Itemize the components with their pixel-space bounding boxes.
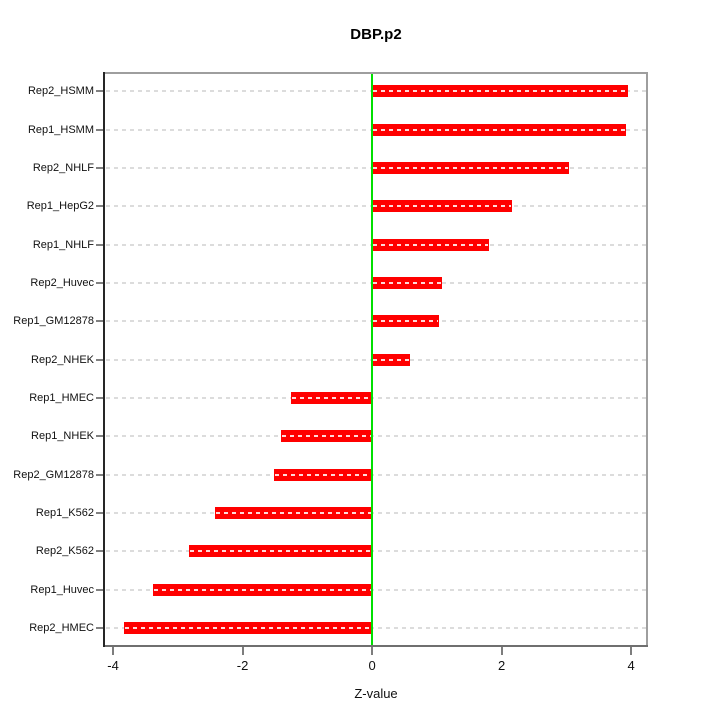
zero-reference-line: [371, 72, 374, 647]
bar-Rep2_K562: [188, 545, 373, 558]
bar-Rep1_NHLF: [372, 238, 490, 251]
category-label: Rep1_NHEK: [31, 430, 94, 443]
category-label: Rep2_Huvec: [30, 276, 94, 289]
bar-Rep1_GM12878: [372, 315, 439, 328]
category-label: Rep2_HSMM: [27, 85, 94, 98]
x-tick-label: 4: [627, 658, 635, 673]
y-tick: [96, 473, 103, 476]
category-label: Rep1_K562: [35, 506, 94, 519]
category-label: Rep2_GM12878: [13, 468, 94, 481]
plot-area: [103, 72, 648, 647]
x-tick: [630, 647, 633, 655]
y-tick: [96, 243, 103, 246]
y-tick: [96, 90, 103, 93]
y-tick: [96, 550, 103, 553]
y-tick: [96, 128, 103, 131]
x-axis-title: Z-value: [354, 686, 398, 701]
x-tick: [371, 647, 374, 655]
plot-border-right: [646, 72, 648, 647]
y-tick: [96, 166, 103, 169]
category-label: Rep1_GM12878: [13, 315, 94, 328]
x-tick-label: -2: [236, 658, 249, 673]
category-gridline: [106, 435, 646, 438]
bar-Rep2_HSMM: [372, 85, 628, 98]
category-label: Rep1_HSMM: [27, 123, 94, 136]
category-label: Rep1_HepG2: [26, 200, 94, 213]
y-tick: [96, 511, 103, 514]
bar-Rep1_Huvec: [152, 583, 373, 596]
category-label: Rep2_K562: [35, 545, 94, 558]
y-tick: [96, 435, 103, 438]
y-tick: [96, 588, 103, 591]
category-label: Rep2_NHEK: [31, 353, 94, 366]
plot-border-bottom: [103, 645, 648, 647]
category-label: Rep1_NHLF: [32, 238, 94, 251]
x-tick-label: -4: [107, 658, 119, 673]
x-tick: [500, 647, 503, 655]
category-gridline: [106, 550, 646, 553]
category-label: Rep2_HMEC: [29, 621, 94, 634]
bar-Rep1_HepG2: [372, 200, 512, 213]
bar-Rep1_HSMM: [372, 123, 626, 136]
bar-Rep2_HMEC: [124, 621, 373, 634]
category-gridline: [106, 473, 646, 476]
category-label: Rep2_NHLF: [32, 161, 94, 174]
category-gridline: [106, 626, 646, 629]
y-tick: [96, 320, 103, 323]
category-label: Rep1_HMEC: [29, 391, 94, 404]
category-gridline: [106, 588, 646, 591]
category-label: Rep1_Huvec: [30, 583, 94, 596]
bar-Rep2_Huvec: [372, 276, 443, 289]
bar-Rep1_NHEK: [281, 430, 373, 443]
plot-border-top: [104, 72, 648, 74]
chart-title: DBP.p2: [350, 26, 402, 43]
bar-Rep2_GM12878: [273, 468, 373, 481]
bar-Rep1_HMEC: [291, 391, 373, 404]
y-tick: [96, 626, 103, 629]
x-tick: [112, 647, 115, 655]
y-tick: [96, 281, 103, 284]
x-tick: [241, 647, 244, 655]
y-tick: [96, 396, 103, 399]
y-tick: [96, 358, 103, 361]
bar-Rep1_K562: [214, 506, 373, 519]
category-gridline: [106, 396, 646, 399]
y-tick: [96, 205, 103, 208]
bar-Rep2_NHEK: [372, 353, 410, 366]
bar-Rep2_NHLF: [372, 161, 569, 174]
plot-border-left: [103, 72, 105, 647]
x-tick-label: 2: [498, 658, 506, 673]
x-tick-label: 0: [368, 658, 376, 673]
category-gridline: [106, 511, 646, 514]
